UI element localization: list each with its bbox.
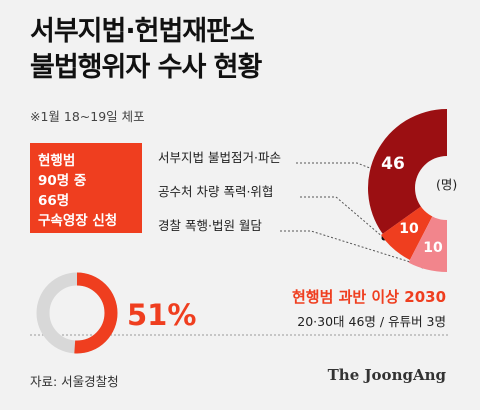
pie-value-label: 10 — [423, 240, 443, 256]
pie-value-label: 46 — [381, 154, 405, 174]
brand-logo: The JoongAng — [327, 366, 446, 384]
leader-line — [300, 196, 385, 239]
subtitle: ※1월 18~19일 체포 — [30, 109, 145, 124]
ratio-value-label: 51% — [127, 298, 197, 332]
summary-line: 66명 — [38, 193, 70, 209]
summary-line: 현행범 — [38, 153, 76, 169]
pie-value-label: 10 — [399, 221, 419, 237]
summary-box: 현행범 90명 중 66명 구속영장 신청 — [30, 143, 142, 233]
title-line-1: 서부지법·헌법재판소 — [30, 16, 255, 47]
pie-hole — [415, 156, 479, 220]
title-line-2: 불법행위자 수사 현황 — [30, 52, 262, 83]
leader-line — [296, 162, 376, 171]
category-label: 공수처 차량 폭력·위협 — [158, 184, 274, 199]
highlight-detail: 20·30대 46명 / 유튜버 3명 — [297, 314, 446, 329]
summary-line: 구속영장 신청 — [38, 213, 118, 229]
category-label: 경찰 폭행·법원 월담 — [158, 218, 262, 233]
pie-slice — [368, 109, 447, 234]
unit-label: (명) — [436, 177, 457, 192]
ratio-ring — [36, 272, 118, 354]
leader-line — [280, 230, 424, 267]
ring-share — [36, 272, 118, 354]
category-label: 서부지법 불법점거·파손 — [158, 150, 281, 165]
highlight-title: 현행범 과반 이상 2030 — [291, 288, 446, 306]
source-note: 자료: 서울경찰청 — [30, 374, 119, 389]
chart-title: 서부지법·헌법재판소 불법행위자 수사 현황 — [30, 14, 262, 86]
summary-line: 90명 중 — [38, 173, 87, 189]
